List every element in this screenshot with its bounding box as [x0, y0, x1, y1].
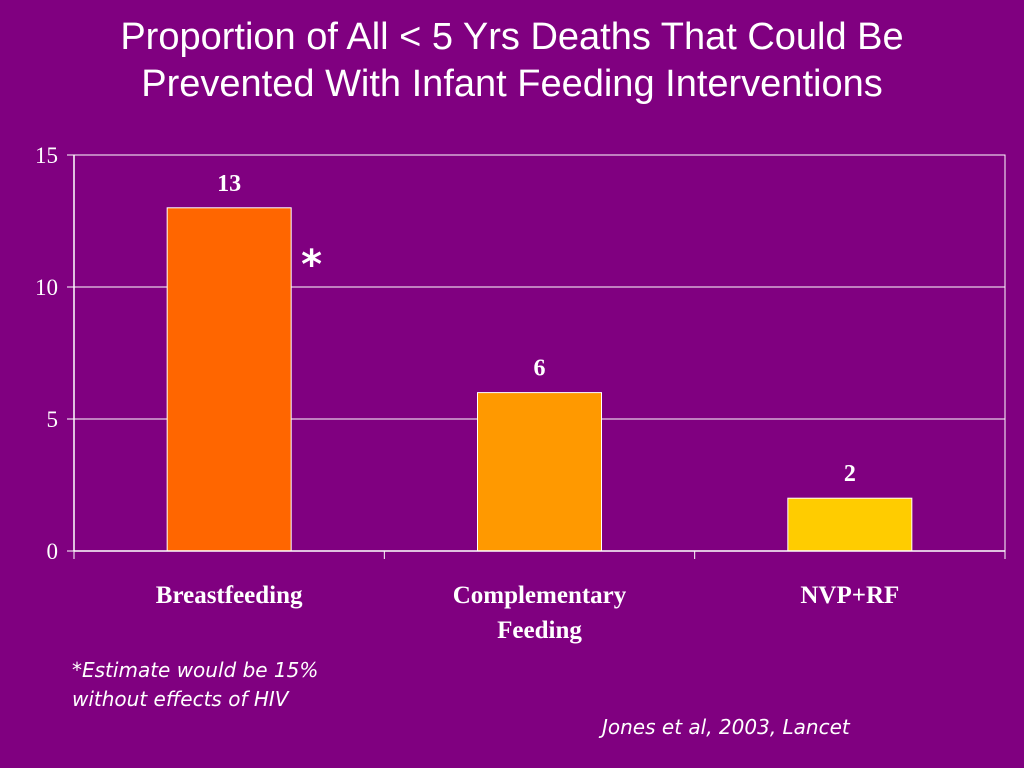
data-label: 13 [217, 171, 241, 197]
slide-title-line-1: Proportion of All < 5 Yrs Deaths That Co… [120, 16, 904, 58]
x-category-label: Complementary [453, 582, 627, 609]
bars [166, 207, 913, 552]
slide-title: Proportion of All < 5 Yrs Deaths That Co… [0, 14, 1024, 108]
y-tick-label: 0 [47, 539, 59, 564]
y-tick-label: 15 [35, 143, 58, 168]
data-label: 2 [844, 461, 856, 487]
footnote: *Estimate would be 15% without effects o… [72, 656, 318, 714]
slide-title-line-2: Prevented With Infant Feeding Interventi… [141, 63, 883, 105]
x-category-label: Breastfeeding [156, 582, 303, 609]
footnote-line-1: *Estimate would be 15% [72, 658, 319, 682]
x-category-label: Feeding [497, 617, 582, 644]
y-tick-label: 10 [35, 275, 58, 300]
data-label: 6 [534, 356, 546, 382]
bar [166, 207, 292, 552]
asterisk-annotation: * [301, 242, 322, 288]
labels: 0 5 10 15 13 Breastfeeding 6 Complementary Feedi… [35, 143, 899, 644]
y-tick-label: 5 [47, 407, 59, 432]
footnote-line-2: without effects of HIV [72, 687, 289, 711]
bar [787, 497, 913, 552]
axes [67, 154, 1006, 559]
source-citation: Jones et al, 2003, Lancet [602, 715, 850, 739]
x-category-label: NVP+RF [800, 582, 899, 609]
bar [477, 392, 602, 552]
